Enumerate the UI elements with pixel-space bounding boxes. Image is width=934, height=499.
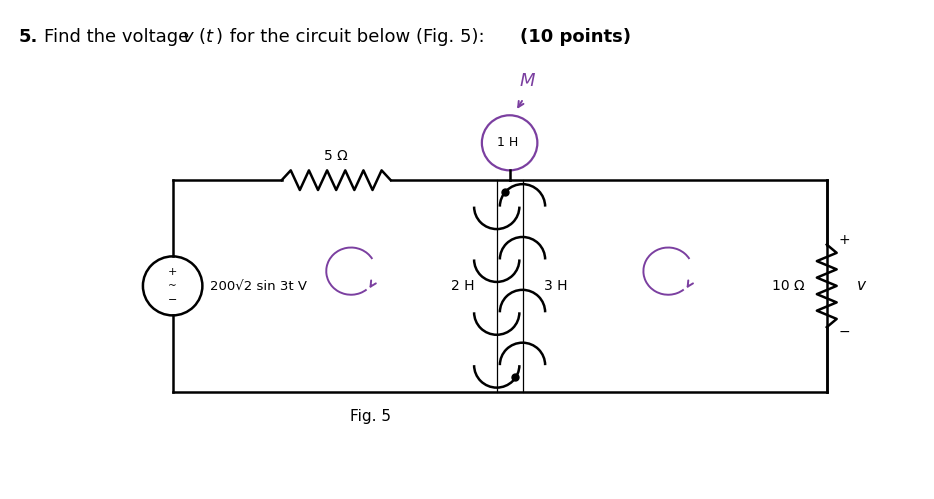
- Text: ): ): [215, 28, 222, 46]
- Text: ~: ~: [168, 281, 177, 291]
- Text: (10 points): (10 points): [519, 28, 630, 46]
- Text: −: −: [168, 294, 177, 305]
- Text: t: t: [205, 28, 212, 46]
- Text: (: (: [198, 28, 205, 46]
- Text: +: +: [839, 233, 850, 247]
- Text: Fig. 5: Fig. 5: [350, 409, 391, 424]
- Text: 1 H: 1 H: [497, 136, 518, 149]
- Text: 5.: 5.: [19, 28, 38, 46]
- Text: for the circuit below (Fig. 5):: for the circuit below (Fig. 5):: [224, 28, 490, 46]
- Text: 10 Ω: 10 Ω: [772, 279, 805, 293]
- Text: Find the voltage: Find the voltage: [44, 28, 195, 46]
- Text: v: v: [856, 278, 866, 293]
- Text: v: v: [182, 28, 193, 46]
- Text: 3 H: 3 H: [545, 279, 568, 293]
- Text: 2 H: 2 H: [451, 279, 474, 293]
- Text: +: +: [168, 267, 177, 277]
- Text: 5 Ω: 5 Ω: [324, 150, 348, 164]
- Text: M: M: [519, 72, 535, 90]
- Text: 200√2 sin 3t V: 200√2 sin 3t V: [210, 279, 307, 292]
- Text: −: −: [839, 325, 850, 339]
